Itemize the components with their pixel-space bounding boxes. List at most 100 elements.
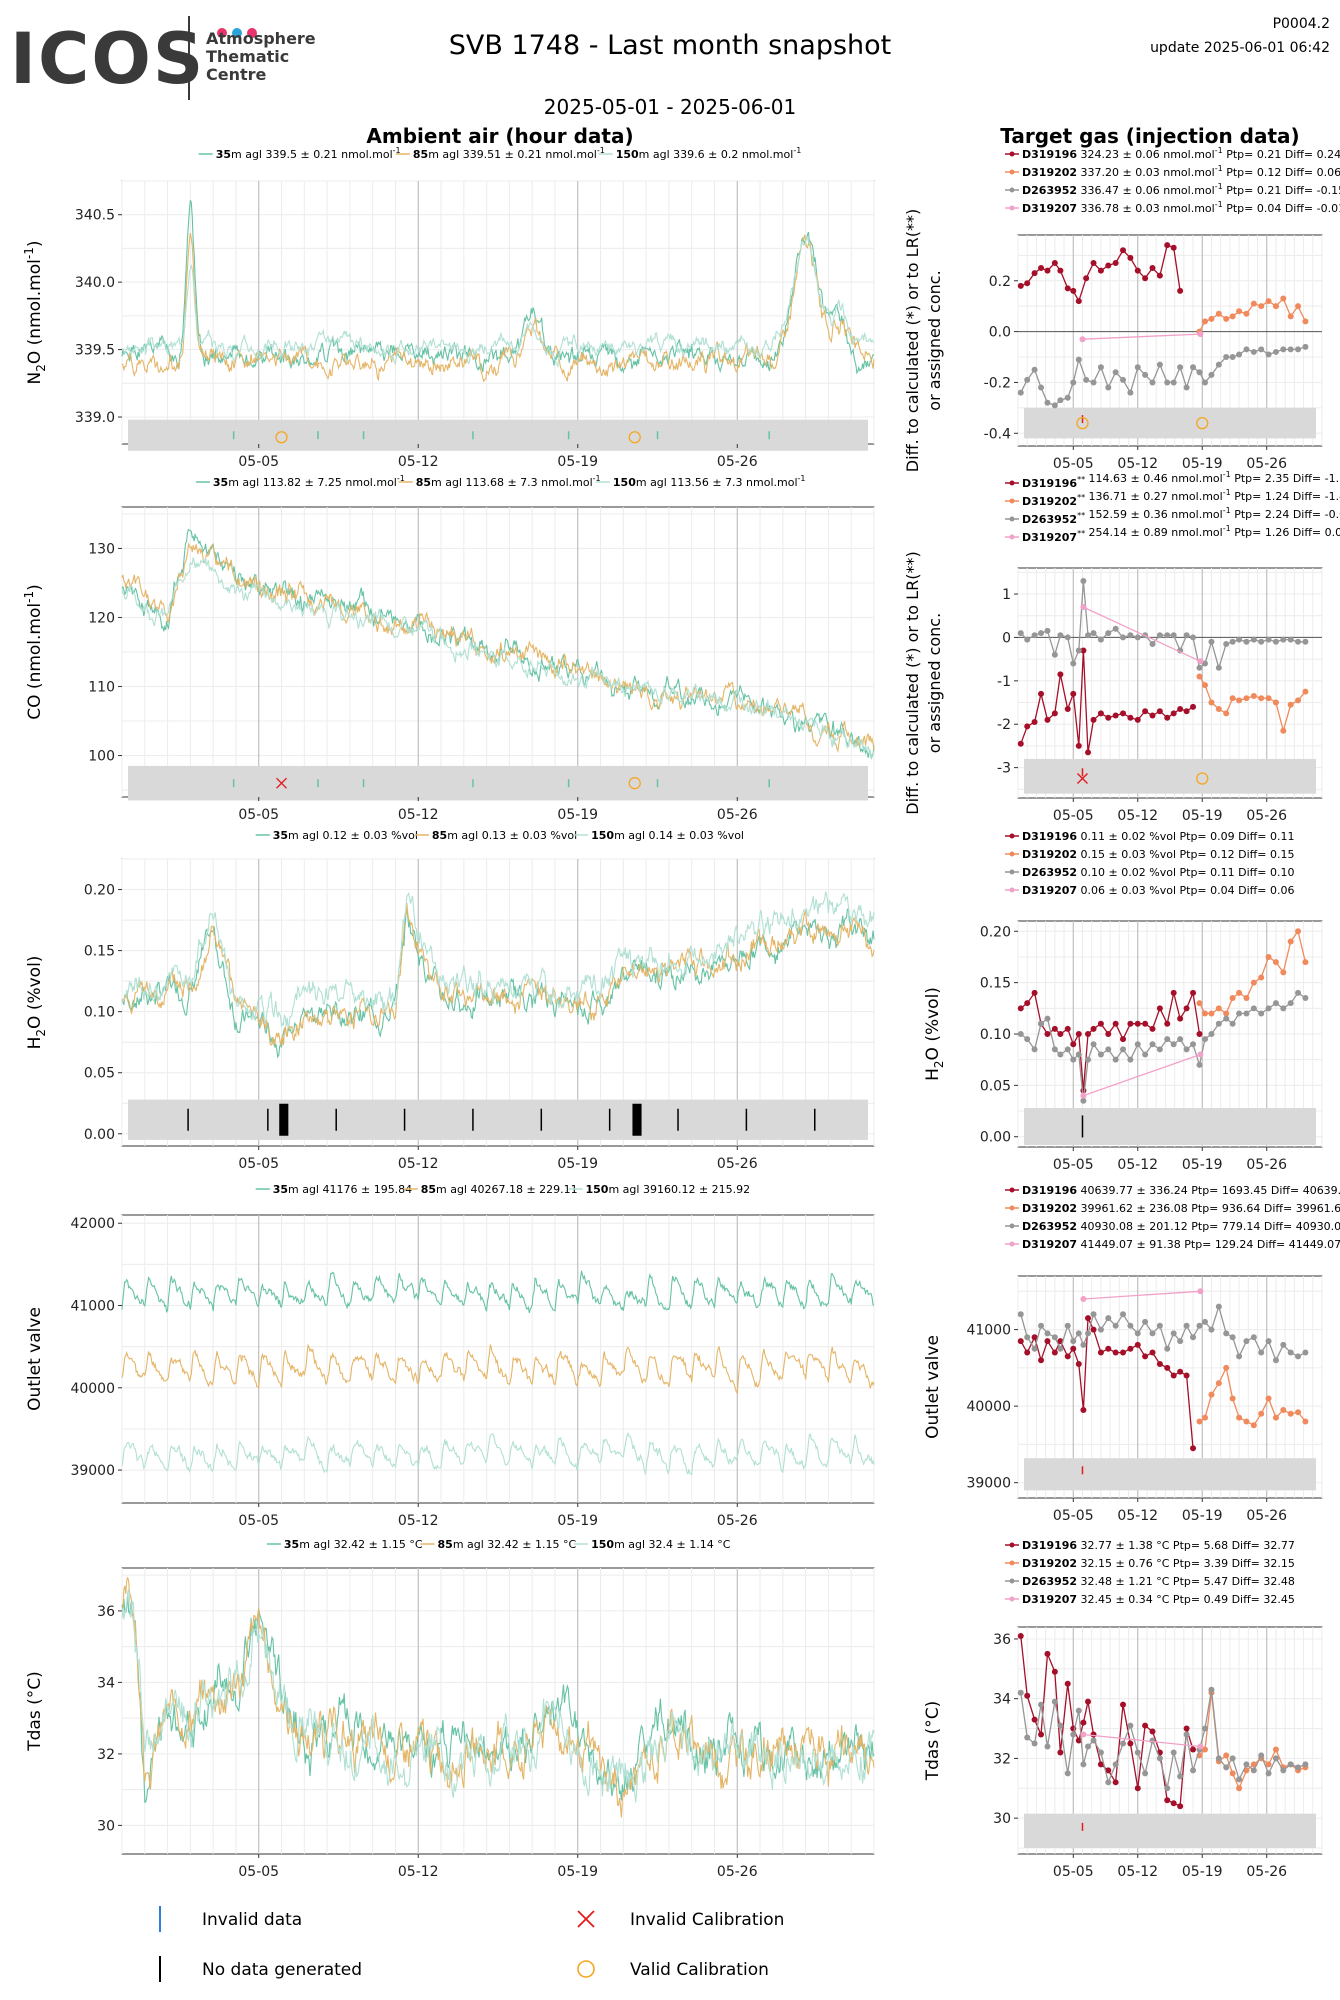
point-D263952 <box>1302 1349 1309 1356</box>
y-tick-label: -2 <box>997 717 1011 733</box>
point-D263952 <box>1024 636 1031 643</box>
series-D319207 <box>1083 606 1201 662</box>
series-35m <box>121 1270 875 1314</box>
point-D319196 <box>1142 1353 1149 1360</box>
point-D263952 <box>1080 1341 1087 1348</box>
x-tick-label: 05-12 <box>1117 808 1158 824</box>
legend-dot <box>1009 205 1015 211</box>
valve-target-legend: D319196 40639.77 ± 336.24 Ptp= 1693.45 D… <box>1005 1184 1340 1251</box>
point-D319207 <box>1197 1288 1204 1295</box>
legend-entry: 150m agl 39160.12 ± 215.92 <box>586 1183 751 1196</box>
point-D263952 <box>1190 1334 1197 1341</box>
point-D263952 <box>1208 638 1215 645</box>
point-D319202 <box>1236 1414 1243 1421</box>
point-D263952 <box>1134 1041 1141 1048</box>
point-D319196 <box>1177 1368 1184 1375</box>
point-D319196 <box>1164 1020 1171 1027</box>
point-D263952 <box>1215 1755 1222 1762</box>
point-D263952 <box>1120 1311 1127 1318</box>
legend-entry: 35m agl 0.12 ± 0.03 %vol <box>273 829 418 842</box>
point-D319202 <box>1302 1418 1309 1425</box>
point-D263952 <box>1170 1041 1177 1048</box>
n2o-ambient-plot-area <box>121 180 875 445</box>
point-D263952 <box>1302 343 1309 350</box>
point-D263952 <box>1149 640 1156 647</box>
date-range: 2025-05-01 - 2025-06-01 <box>543 95 797 119</box>
point-D319196 <box>1031 1334 1038 1341</box>
point-D319196 <box>1024 723 1031 730</box>
legend-entry: D319202 0.15 ± 0.03 %vol Ptp= 0.12 Diff=… <box>1022 848 1294 861</box>
y-tick-label: 40000 <box>70 1381 115 1397</box>
point-D263952 <box>1097 364 1104 371</box>
point-D319196 <box>1149 712 1156 719</box>
y-tick-label: 130 <box>88 541 115 557</box>
point-D263952 <box>1164 1345 1171 1352</box>
point-D263952 <box>1112 1322 1119 1329</box>
legend-dot <box>1009 851 1015 857</box>
point-D319196 <box>1177 1803 1184 1810</box>
point-D319202 <box>1208 1010 1215 1017</box>
x-tick-label: 05-26 <box>717 1156 758 1172</box>
x-tick-label: 05-05 <box>1053 456 1094 472</box>
point-D263952 <box>1170 1330 1177 1337</box>
point-D319196 <box>1075 742 1082 749</box>
point-D263952 <box>1229 638 1236 645</box>
y-tick-label: 110 <box>88 680 115 696</box>
flag-legend: Invalid data No data generated Invalid C… <box>0 1880 1340 1990</box>
point-D263952 <box>1112 369 1119 376</box>
flag-band <box>128 1099 868 1140</box>
x-tick-label: 05-12 <box>398 1513 439 1529</box>
series-D319202 <box>1198 297 1306 332</box>
point-D263952 <box>1236 636 1243 643</box>
point-D263952 <box>1075 1051 1082 1058</box>
point-D319196 <box>1051 259 1058 266</box>
point-D319196 <box>1196 1031 1203 1037</box>
point-D263952 <box>1127 1722 1134 1729</box>
point-D263952 <box>1080 1761 1087 1768</box>
point-D319196 <box>1170 1372 1177 1379</box>
point-D263952 <box>1183 1046 1190 1053</box>
point-D263952 <box>1223 354 1230 361</box>
invalid-calibration-marker <box>276 777 288 789</box>
point-D263952 <box>1196 1061 1203 1068</box>
h2o-ambient-y-axis-label: H2O (%vol) <box>25 956 48 1050</box>
point-D263952 <box>1258 638 1265 645</box>
valve-ambient-chart: 39000 40000 41000 42000 05-05 05-12 05-19 05-26 <box>70 1214 875 1529</box>
point-D319196 <box>1064 1353 1071 1360</box>
point-D319202 <box>1272 1746 1279 1753</box>
point-D319202 <box>1280 727 1287 734</box>
x-tick-label: 05-26 <box>717 454 758 470</box>
point-D319196 <box>1090 716 1097 723</box>
point-D319196 <box>1017 282 1024 289</box>
target-section-title: Target gas (injection data) <box>1000 124 1300 148</box>
logo-text: ICOS <box>10 18 206 100</box>
no-data-marker-icon <box>159 1956 161 1982</box>
point-D319196 <box>1120 1036 1127 1043</box>
point-D319202 <box>1196 1000 1203 1007</box>
valve-target-chart: 39000 40000 41000 05-05 05-12 05-19 05-26 <box>966 1275 1323 1524</box>
invalid-calibration-icon <box>577 1910 595 1928</box>
legend-dot <box>1009 516 1015 522</box>
y-tick-label: -0.4 <box>984 426 1011 442</box>
x-tick-label: 05-05 <box>238 807 279 823</box>
legend-dot <box>1009 169 1015 175</box>
point-D263952 <box>1258 346 1265 353</box>
point-D319196 <box>1097 710 1104 717</box>
point-D263952 <box>1272 1357 1279 1364</box>
point-D263952 <box>1302 638 1309 645</box>
point-D263952 <box>1280 346 1287 353</box>
point-D263952 <box>1017 389 1024 396</box>
point-D263952 <box>1223 640 1230 647</box>
point-D319202 <box>1295 1409 1302 1416</box>
series-85m <box>121 233 875 383</box>
invalid-data-label: Invalid data <box>202 1910 303 1930</box>
flag-band <box>128 419 868 451</box>
point-D263952 <box>1243 638 1250 645</box>
point-D319196 <box>1080 1406 1087 1413</box>
co-target-y-axis-label: Diff. to calculated (*) or to LR(**) <box>903 551 922 814</box>
point-D263952 <box>1156 1046 1163 1053</box>
point-D263952 <box>1149 379 1156 386</box>
point-D319196 <box>1090 1025 1097 1032</box>
point-D263952 <box>1090 1041 1097 1048</box>
point-D319196 <box>1120 710 1127 717</box>
